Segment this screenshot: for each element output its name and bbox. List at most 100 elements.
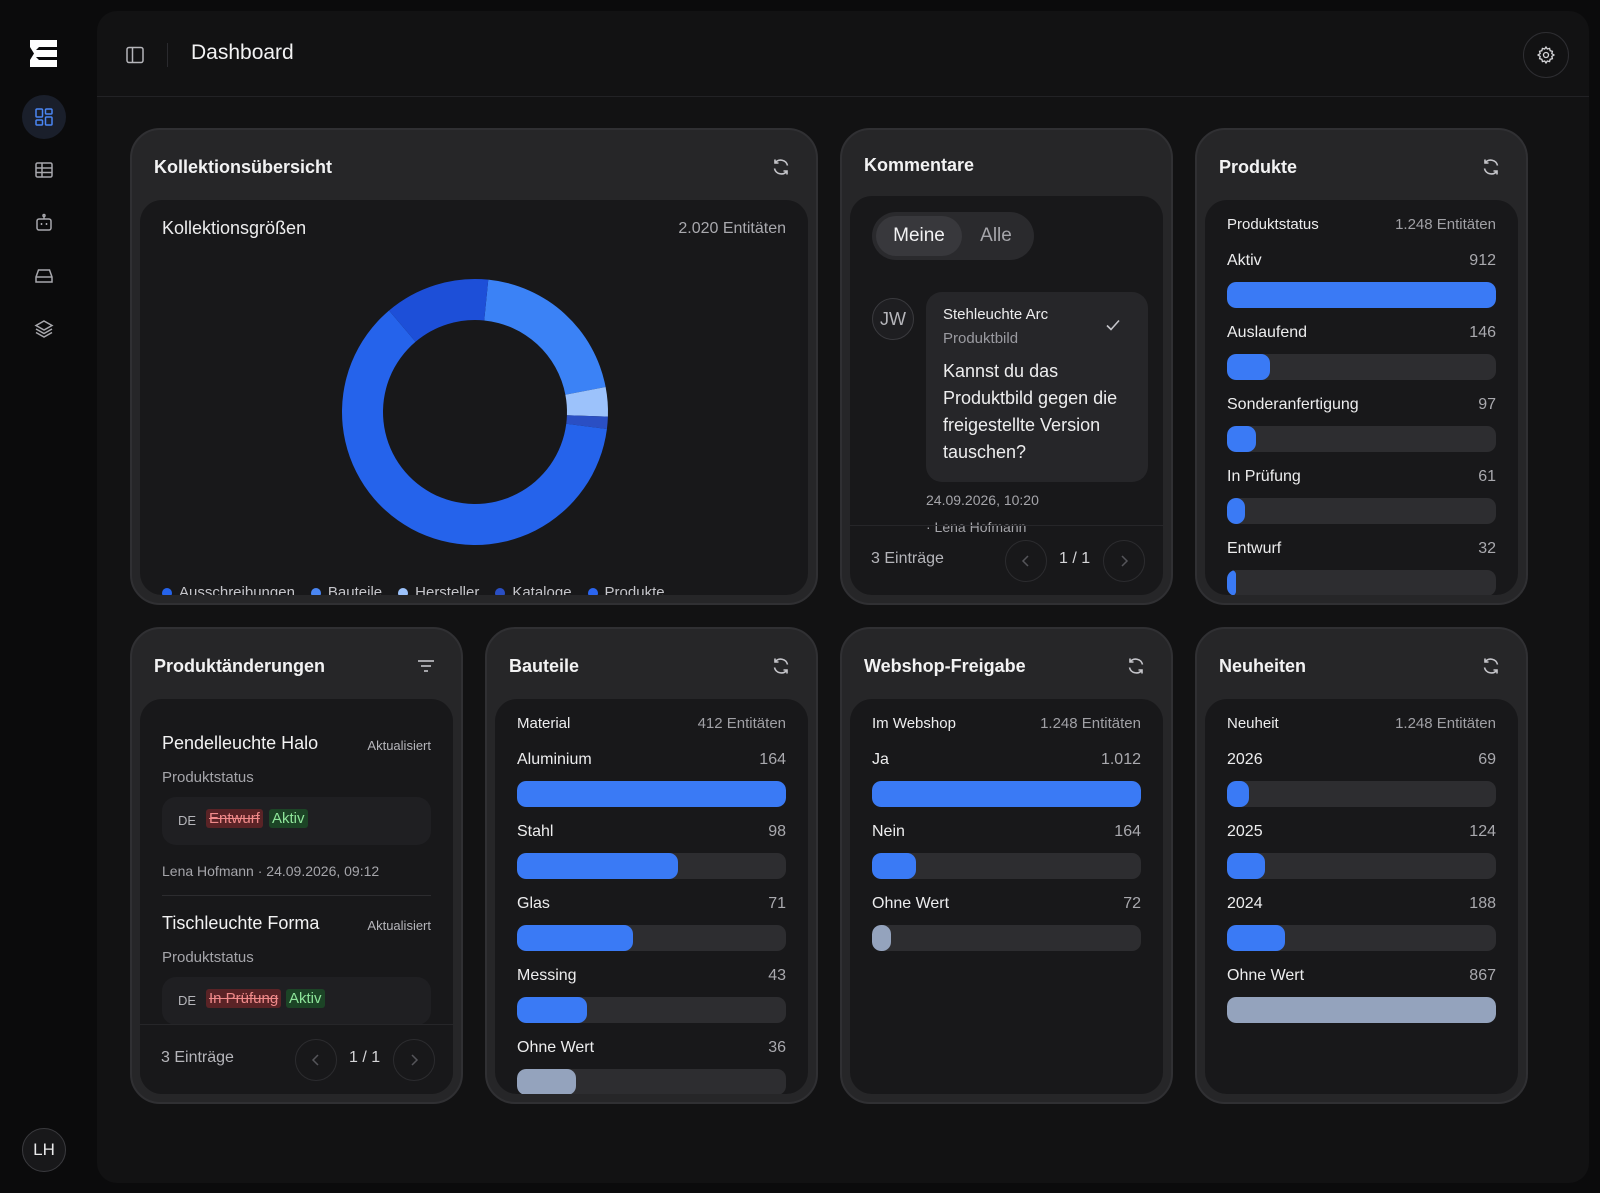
bar-fill (1227, 282, 1496, 308)
sidebar-item-dashboard[interactable] (22, 95, 66, 139)
sidebar-item-layers[interactable] (22, 307, 66, 351)
card-title: Kommentare (864, 155, 975, 175)
bar-fill (1227, 354, 1271, 380)
bar-value: 71 (768, 895, 786, 912)
bar-row: Aluminium 164 (517, 751, 786, 815)
bar-label: In Prüfung (1227, 468, 1301, 485)
bar-value: 32 (1478, 540, 1496, 557)
bar-row: 2025 124 (1227, 823, 1496, 887)
legend-item[interactable]: Ausschreibungen (162, 584, 295, 595)
entity-count: 1.248 Entitäten (1040, 715, 1141, 732)
prev-page-button[interactable] (295, 1039, 337, 1081)
bar-row: Aktiv 912 (1227, 252, 1496, 316)
bar-track (1227, 853, 1496, 879)
next-page-button[interactable] (1103, 540, 1145, 582)
old-value: In Prüfung (206, 989, 282, 1008)
legend-item[interactable]: Produkte (587, 584, 665, 595)
bar-row: Auslaufend 146 (1227, 324, 1496, 388)
bar-label: Nein (872, 823, 905, 840)
donut-slice-bauteile[interactable] (484, 279, 606, 395)
bar-row: Messing 43 (517, 967, 786, 1031)
layers-icon (34, 320, 54, 338)
bar-list-header: Produktstatus 1.248 Entitäten (1227, 216, 1496, 233)
sidebar-toggle-icon[interactable] (125, 45, 145, 65)
bar-fill (1227, 781, 1249, 807)
pagination: 3 Einträge 1 / 1 (140, 1024, 453, 1094)
bar-label: Messing (517, 967, 577, 984)
bar-track (1227, 781, 1496, 807)
sidebar-item-tables[interactable] (22, 148, 66, 192)
logo-icon[interactable] (26, 36, 60, 70)
comment-avatar: JW (872, 298, 914, 340)
legend-item[interactable]: Kataloge (495, 584, 572, 595)
bar-label: Ja (872, 751, 889, 768)
prev-page-button[interactable] (1005, 540, 1047, 582)
comments-card: Kommentare Meine Alle JW Stehleuchte Arc… (840, 128, 1173, 605)
bar-value: 61 (1478, 468, 1496, 485)
sidebar-item-inbox[interactable] (22, 254, 66, 298)
bar-track (517, 925, 786, 951)
check-icon[interactable] (1104, 316, 1122, 334)
pagination: 3 Einträge 1 / 1 (850, 525, 1163, 595)
gear-icon (1536, 45, 1556, 65)
card-title: Bauteile (509, 656, 580, 676)
language-code: DE (178, 993, 197, 1008)
bar-label: 2026 (1227, 751, 1263, 768)
donut-slice-hersteller[interactable] (565, 386, 608, 417)
comments-panel: Meine Alle JW Stehleuchte Arc Produktbil… (850, 196, 1163, 595)
refresh-button[interactable] (1478, 653, 1504, 679)
user-avatar[interactable]: LH (22, 1128, 66, 1172)
bar-label: Aluminium (517, 751, 592, 768)
legend-dot (310, 587, 321, 595)
bar-fill (872, 853, 916, 879)
card-title: Kollektionsübersicht (154, 157, 333, 177)
change-tag: Aktualisiert (367, 738, 431, 753)
bar-fill (517, 853, 679, 879)
tab-alle[interactable]: Alle (980, 225, 1012, 246)
refresh-icon (1483, 658, 1499, 674)
bar-label: 2024 (1227, 895, 1263, 912)
comment-message: Kannst du das Produktbild gegen die frei… (943, 361, 1118, 462)
bar-value: 912 (1469, 252, 1496, 269)
donut-slice-produkte[interactable] (342, 310, 607, 545)
bar-row: Stahl 98 (517, 823, 786, 887)
change-diff: DE Entwurf Aktiv (162, 797, 431, 845)
refresh-button[interactable] (1123, 653, 1149, 679)
comment-author: · Lena Hofmann (926, 519, 1027, 535)
bar-track (517, 997, 786, 1023)
bar-label: Ohne Wert (872, 895, 950, 912)
collections-panel: Kollektionsgrößen 2.020 Entitäten Aussch… (140, 200, 808, 595)
bar-track (1227, 498, 1496, 524)
bar-row: In Prüfung 61 (1227, 468, 1496, 532)
legend-item[interactable]: Bauteile (310, 584, 382, 595)
comment-date: 24.09.2026, 10:20 (926, 492, 1039, 508)
settings-button[interactable] (1523, 32, 1569, 78)
refresh-button[interactable] (1478, 154, 1504, 180)
legend-item[interactable]: Hersteller (398, 584, 479, 595)
legend-dot (162, 587, 172, 595)
tab-meine[interactable]: Meine (876, 216, 962, 256)
bar-list-panel: Neuheit 1.248 Entitäten 2026 69 2025 124 202… (1205, 699, 1518, 1094)
bar-fill (1227, 925, 1286, 951)
change-tag: Aktualisiert (367, 918, 431, 933)
bar-fill (517, 781, 786, 807)
divider (162, 895, 431, 896)
bar-value: 188 (1469, 895, 1496, 912)
next-page-button[interactable] (393, 1039, 435, 1081)
bar-label: 2025 (1227, 823, 1263, 840)
robot-icon (36, 213, 52, 231)
bar-track (517, 853, 786, 879)
bar-fill (517, 1069, 577, 1094)
filter-icon (418, 660, 434, 672)
filter-button[interactable] (413, 653, 439, 679)
bar-fill (517, 997, 588, 1023)
sidebar-item-automation[interactable] (22, 201, 66, 245)
refresh-button[interactable] (768, 653, 794, 679)
table-icon (35, 162, 53, 178)
chevron-left-icon (1021, 555, 1029, 567)
webshop-card: Webshop-Freigabe Im Webshop 1.248 Entitä… (840, 627, 1173, 1104)
donut-slice-ausschreibungen[interactable] (389, 279, 489, 342)
comment-bubble[interactable]: Stehleuchte Arc Produktbild Kannst du da… (926, 292, 1148, 482)
refresh-button[interactable] (768, 154, 794, 180)
donut-slice-kataloge[interactable] (566, 415, 608, 429)
